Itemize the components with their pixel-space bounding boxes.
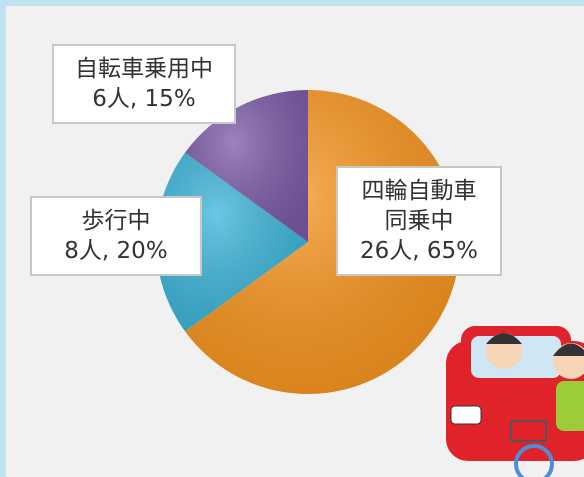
category-label: 自転車乗用中 — [75, 56, 213, 82]
category-label: 歩行中 — [81, 208, 151, 234]
value-label: 8人, 20% — [64, 238, 168, 264]
slice-shade — [185, 90, 460, 394]
value-label: 26人, 65% — [359, 238, 478, 264]
illustration — [446, 326, 584, 477]
data-label: 四輪自動車同乗中 26人, 65% — [336, 166, 502, 276]
data-label: 歩行中 8人, 20% — [30, 196, 202, 276]
slice-shade — [185, 90, 308, 242]
data-label: 自転車乗用中 6人, 15% — [52, 44, 236, 124]
pie-area — [156, 90, 584, 477]
category-label: 四輪自動車同乗中 — [361, 178, 477, 234]
value-label: 6人, 15% — [92, 86, 196, 112]
